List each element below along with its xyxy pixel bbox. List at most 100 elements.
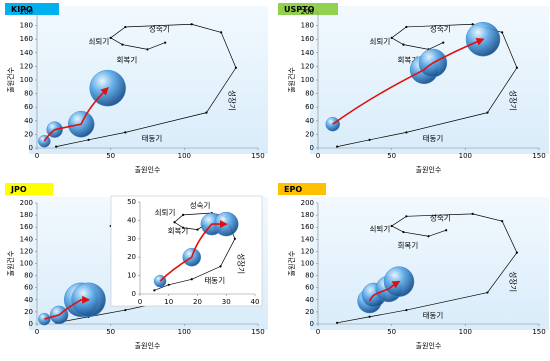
- stage-label: 태동기: [423, 311, 444, 320]
- lifecycle-point: [390, 224, 393, 228]
- lifecycle-point: [234, 66, 237, 69]
- y-tick-label: 60: [24, 103, 33, 111]
- lifecycle-point: [190, 23, 193, 26]
- y-tick-label: 30: [127, 235, 136, 243]
- lifecycle-point: [405, 308, 408, 312]
- y-tick-label: 60: [24, 284, 33, 292]
- stage-label: 성장기: [227, 90, 237, 111]
- y-tick-label: 10: [127, 272, 136, 280]
- lifecycle-point: [124, 308, 127, 312]
- panel-label: JPO: [10, 185, 27, 194]
- stage-label: 성장기: [508, 90, 518, 111]
- y-tick-label: 20: [24, 308, 33, 316]
- panel-badge: [278, 3, 338, 15]
- y-axis-title: 출원건수: [6, 67, 15, 93]
- trend-arrow: [43, 87, 109, 142]
- lifecycle-point: [220, 31, 223, 34]
- y-tick-label: 0: [310, 144, 314, 152]
- y-tick-label: 80: [305, 272, 314, 280]
- x-tick-label: 10: [164, 298, 173, 306]
- y-tick-label: 0: [310, 320, 314, 328]
- stage-label: 성장기: [508, 271, 518, 292]
- lifecycle-point: [87, 138, 90, 141]
- lifecycle-point: [205, 111, 208, 114]
- stage-label: 태동기: [142, 134, 163, 143]
- y-axis-title: 출원건수: [6, 250, 15, 276]
- stage-label: 태동기: [204, 276, 225, 285]
- y-tick-label: 140: [301, 49, 314, 57]
- lifecycle-point: [146, 48, 149, 51]
- stage-label: 성숙기: [149, 25, 170, 34]
- y-tick-label: 160: [20, 223, 33, 231]
- y-tick-label: 200: [20, 199, 33, 207]
- lifecycle-point: [109, 36, 112, 39]
- lifecycle-point: [390, 36, 393, 39]
- x-axis-title: 출원인수: [135, 341, 161, 350]
- stage-label: 회복기: [398, 55, 419, 64]
- x-axis-title: 출원인수: [416, 165, 442, 174]
- x-axis-title: 출원인수: [416, 341, 442, 350]
- lifecycle-point: [471, 23, 474, 26]
- y-tick-label: 60: [305, 103, 314, 111]
- lifecycle-point: [368, 138, 371, 141]
- trend-arrow: [368, 280, 401, 302]
- panel-label: EPO: [284, 185, 302, 194]
- x-tick-label: 150: [532, 152, 545, 160]
- y-tick-label: 0: [132, 290, 136, 298]
- lifecycle-point: [486, 111, 489, 114]
- lifecycle-point: [405, 25, 408, 29]
- y-tick-label: 180: [301, 22, 314, 30]
- y-tick-label: 140: [20, 235, 33, 243]
- lifecycle-point: [55, 145, 58, 148]
- y-tick-label: 80: [305, 90, 314, 98]
- lifecycle-point: [121, 43, 124, 46]
- lifecycle-point: [233, 237, 236, 240]
- lifecycle-point: [153, 289, 156, 292]
- y-tick-label: 100: [20, 76, 33, 84]
- x-axis-title: 출원인수: [135, 165, 161, 174]
- trend-arrow: [44, 295, 91, 320]
- x-tick-label: 150: [251, 152, 264, 160]
- stage-label: 성숙기: [430, 25, 451, 34]
- stage-label: 성장기: [237, 253, 247, 274]
- y-axis-title: 출원건수: [287, 67, 296, 93]
- x-tick-label: 0: [316, 328, 320, 336]
- lifecycle-point: [515, 66, 519, 69]
- y-tick-label: 50: [127, 198, 136, 206]
- x-tick-label: 150: [532, 328, 545, 336]
- y-tick-label: 160: [301, 35, 314, 43]
- stage-label: 성숙기: [190, 201, 211, 210]
- stage-label: 성숙기: [430, 214, 451, 223]
- x-tick-label: 30: [222, 298, 231, 306]
- x-tick-label: 50: [387, 152, 396, 160]
- x-tick-label: 0: [35, 328, 39, 336]
- y-tick-label: 140: [20, 49, 33, 57]
- stage-label: 쇠퇴기: [89, 37, 110, 46]
- stage-label: 회복기: [117, 55, 138, 64]
- lifecycle-point: [124, 131, 127, 134]
- y-tick-label: 140: [301, 235, 314, 243]
- y-tick-label: 120: [301, 62, 314, 70]
- lifecycle-line: [337, 213, 518, 324]
- lifecycle-point: [501, 220, 504, 223]
- stage-label: 태동기: [423, 134, 444, 143]
- lifecycle-point: [405, 215, 408, 218]
- lifecycle-point: [471, 212, 474, 215]
- y-tick-label: 160: [20, 35, 33, 43]
- x-tick-label: 100: [459, 328, 472, 336]
- y-tick-label: 200: [301, 199, 314, 207]
- x-tick-label: 40: [251, 298, 260, 306]
- x-tick-label: 50: [106, 152, 115, 160]
- y-tick-label: 80: [24, 272, 33, 280]
- lifecycle-point: [336, 145, 339, 148]
- stage-label: 회복기: [398, 241, 419, 250]
- lifecycle-point: [167, 283, 170, 286]
- lifecycle-point: [427, 235, 430, 238]
- lifecycle-point: [486, 291, 489, 294]
- x-tick-label: 100: [178, 328, 191, 336]
- y-axis-title: 출원건수: [287, 250, 296, 276]
- panel-label: USPTO: [284, 5, 315, 14]
- y-tick-label: 40: [24, 117, 33, 125]
- x-tick-label: 0: [138, 298, 142, 306]
